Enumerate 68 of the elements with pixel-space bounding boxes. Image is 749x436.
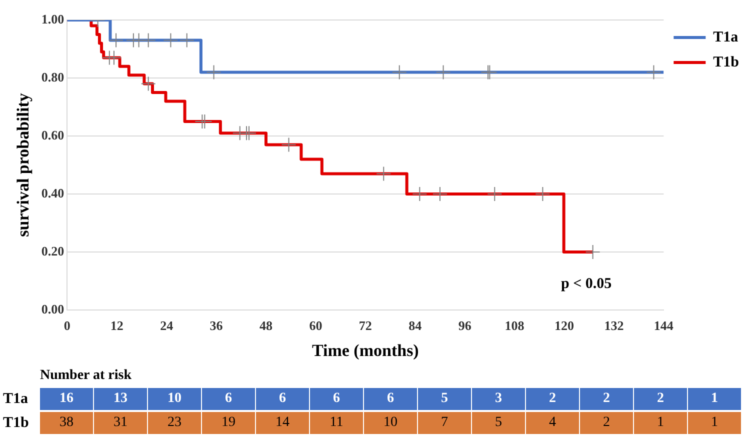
y-tick-label: 0.60 xyxy=(41,127,64,142)
data-label: 6 xyxy=(202,388,255,410)
point xyxy=(106,50,122,66)
data-label: 1 xyxy=(688,412,741,434)
x-tick-label: 12 xyxy=(110,318,124,334)
x-tick-label: 96 xyxy=(458,318,472,334)
data-label: 6 xyxy=(364,388,417,410)
data-label: 5 xyxy=(418,388,471,410)
x-tick-label: 0 xyxy=(64,318,70,334)
legend-label: T1a xyxy=(713,29,739,46)
data-label: 3 xyxy=(472,388,525,410)
point xyxy=(412,186,428,202)
x-tick-label: 36 xyxy=(210,318,224,334)
point xyxy=(140,76,156,92)
x-tick-label: 72 xyxy=(358,318,372,334)
point xyxy=(432,186,448,202)
point xyxy=(140,32,156,48)
point xyxy=(535,186,550,202)
point xyxy=(487,186,502,202)
x-tick-label: 144 xyxy=(654,318,674,334)
point xyxy=(281,137,296,152)
point xyxy=(436,64,451,80)
y-tick-label: 1.00 xyxy=(41,11,64,26)
data-label: 2 xyxy=(526,388,579,410)
data-label: 16 xyxy=(40,388,93,410)
data-label: 23 xyxy=(148,412,201,434)
y-tick-label: 0.80 xyxy=(41,69,64,84)
data-label: 2 xyxy=(580,388,633,410)
data-label: 11 xyxy=(310,412,363,434)
data-label: 13 xyxy=(94,388,147,410)
data-label: 38 xyxy=(40,412,93,434)
annotation: p < 0.05 xyxy=(561,276,612,292)
y-axis-title: survival probability xyxy=(14,92,33,237)
data-label: 10 xyxy=(364,412,417,434)
x-tick-label: 108 xyxy=(504,318,525,334)
x-tick-label: 60 xyxy=(309,318,322,334)
data-label: 2 xyxy=(634,388,687,410)
x-tick-label: 120 xyxy=(554,318,574,334)
data-label: 1 xyxy=(688,388,741,410)
data-label: 19 xyxy=(202,412,255,434)
point xyxy=(646,64,662,80)
x-tick-label: 84 xyxy=(408,318,422,334)
x-axis-title: Time (months) xyxy=(312,341,419,360)
data-label: 31 xyxy=(94,412,147,434)
point xyxy=(108,32,124,48)
x-tick-label: 24 xyxy=(160,318,174,334)
data-label: 1 xyxy=(634,412,687,434)
x-tick-label: 132 xyxy=(604,318,624,334)
data-label: 4 xyxy=(526,412,579,434)
point xyxy=(376,166,392,182)
legend-label: T1b xyxy=(713,54,740,70)
y-tick-label: 0.40 xyxy=(41,185,64,200)
x-tick-label: 48 xyxy=(259,318,273,334)
data-label: 6 xyxy=(256,388,309,410)
point xyxy=(179,32,194,48)
data-label: 2 xyxy=(580,412,633,434)
data-label: 6 xyxy=(310,388,363,410)
data-label: 7 xyxy=(418,412,471,434)
y-tick-label: 0.20 xyxy=(41,243,64,258)
chart-title: Number at risk xyxy=(40,368,132,384)
point xyxy=(163,32,178,48)
data-label: 5 xyxy=(472,412,525,434)
point xyxy=(206,64,222,80)
data-label: 10 xyxy=(148,388,201,410)
y-tick-label: 0.00 xyxy=(41,301,64,316)
point xyxy=(392,64,407,80)
data-label: 14 xyxy=(256,412,309,434)
point xyxy=(585,244,600,260)
